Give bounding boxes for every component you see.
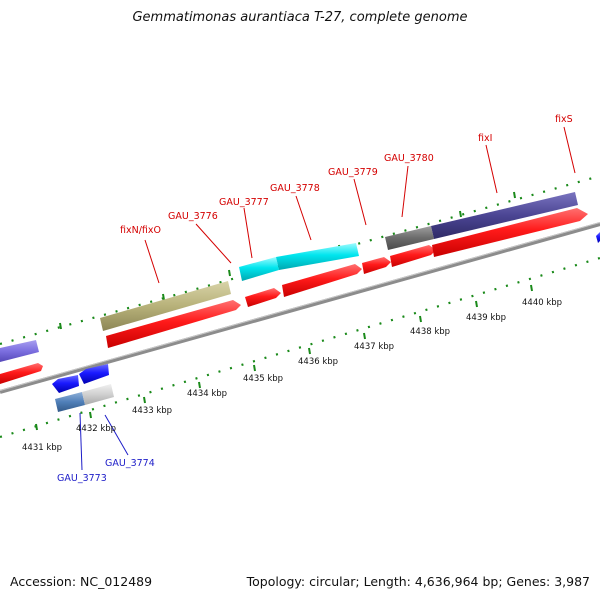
feature-purple[interactable]: [431, 192, 578, 239]
gene-label[interactable]: GAU_3773: [57, 473, 107, 484]
cds-arrow-left-edge[interactable]: [0, 363, 43, 384]
inner-major-ticks: [35, 284, 533, 431]
cds-arrow-GAU-3774[interactable]: [79, 364, 109, 384]
kbp-label: 4440 kbp: [522, 298, 562, 308]
genome-backbone: [0, 222, 600, 394]
feature-lavender[interactable]: [0, 340, 39, 362]
feature-olive[interactable]: [100, 281, 231, 331]
gene-label[interactable]: GAU_3778: [270, 183, 320, 194]
cds-arrow-fixN-fixO[interactable]: [106, 300, 241, 348]
cds-arrow-right-edge[interactable]: [596, 232, 600, 243]
gene-label[interactable]: fixS: [555, 114, 573, 125]
gene-label[interactable]: fixN/fixO: [120, 225, 161, 236]
genome-summary-text: Topology: circular; Length: 4,636,964 bp…: [246, 574, 590, 589]
gene-label[interactable]: GAU_3776: [168, 211, 218, 222]
label-leaders: [79, 126, 576, 471]
kbp-label: 4431 kbp: [22, 443, 62, 453]
kbp-label: 4432 kbp: [76, 424, 116, 434]
kbp-label: 4437 kbp: [354, 342, 394, 352]
kbp-scale-labels: 4431 kbp 4432 kbp 4433 kbp 4434 kbp 4435…: [22, 298, 562, 453]
gene-label[interactable]: fixI: [478, 133, 492, 144]
forward-gene-labels: fixN/fixO GAU_3776 GAU_3777 GAU_3778 GAU…: [120, 114, 573, 236]
cds-arrow-fixI-fixS[interactable]: [432, 208, 588, 257]
kbp-label: 4435 kbp: [243, 374, 283, 384]
map-title: Gemmatimonas aurantiaca T-27, complete g…: [132, 10, 468, 25]
cds-arrow-GAU-3779[interactable]: [390, 245, 436, 267]
inner-tick-line: [0, 256, 600, 439]
cds-arrow-GAU-3776[interactable]: [245, 288, 281, 307]
gene-label[interactable]: GAU_3777: [219, 197, 269, 208]
feature-light-gray[interactable]: [82, 384, 114, 405]
gene-label[interactable]: GAU_3780: [384, 153, 434, 164]
kbp-label: 4434 kbp: [187, 389, 227, 399]
feature-cyan-2[interactable]: [276, 243, 359, 270]
feature-dark-gray[interactable]: [385, 226, 434, 250]
gene-label[interactable]: GAU_3774: [105, 458, 155, 469]
feature-track: [0, 192, 578, 412]
accession-text: Accession: NC_012489: [10, 574, 153, 589]
gene-label[interactable]: GAU_3779: [328, 167, 378, 178]
cds-arrow-GAU-3777[interactable]: [282, 264, 362, 297]
reverse-cds-track: [52, 232, 600, 393]
kbp-label: 4436 kbp: [298, 357, 338, 367]
forward-cds-track: [0, 208, 588, 384]
backbone-highlight: [0, 222, 600, 391]
kbp-label: 4439 kbp: [466, 313, 506, 323]
kbp-label: 4438 kbp: [410, 327, 450, 337]
cds-arrow-GAU-3778[interactable]: [362, 257, 391, 274]
feature-steel-blue[interactable]: [55, 392, 85, 412]
reverse-gene-labels: GAU_3773 GAU_3774: [57, 458, 155, 484]
feature-cyan-1[interactable]: [239, 257, 279, 281]
kbp-label: 4433 kbp: [132, 406, 172, 416]
cds-arrow-GAU-3773[interactable]: [52, 375, 79, 393]
